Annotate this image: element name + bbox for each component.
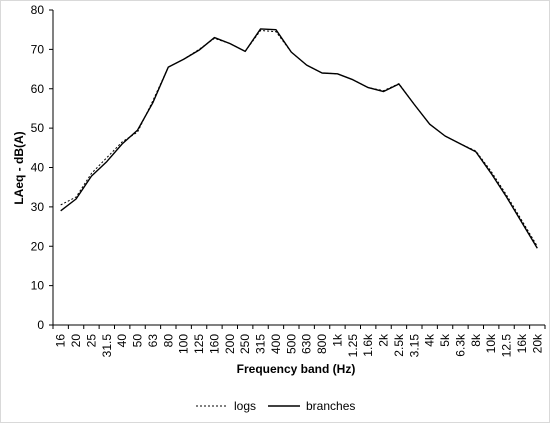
x-tick-label: 1.25 [346, 334, 360, 358]
x-tick-label: 500 [284, 334, 298, 354]
x-axis-title: Frequency band (Hz) [237, 362, 356, 376]
x-tick-label: 10k [484, 333, 498, 353]
x-tick-label: 31.5 [100, 334, 114, 358]
x-tick-label: 16 [54, 334, 68, 348]
x-tick-label: 3.15 [407, 334, 421, 358]
y-tick-label: 20 [31, 239, 45, 253]
x-tick-label: 2k [377, 333, 391, 347]
x-tick-label: 5k [438, 333, 452, 347]
x-tick-label: 20 [69, 334, 83, 348]
x-tick-label: 6.3k [453, 333, 467, 357]
series-lines [60, 28, 538, 249]
x-axis-ticks: 16 20 25 31.5 40 50 63 80 100 125 160 200 250 315 400 5… [52, 325, 546, 358]
y-axis-title: LAeq - dB(A) [12, 131, 26, 204]
x-tick-label: 800 [315, 334, 329, 354]
x-tick-label: 2.5k [392, 333, 406, 357]
x-tick-label: 63 [146, 334, 160, 348]
y-tick-label: 30 [31, 200, 45, 214]
x-tick-label: 160 [207, 334, 221, 354]
y-tick-label: 70 [31, 42, 45, 56]
y-tick-label: 80 [31, 3, 45, 17]
x-tick-label: 125 [192, 334, 206, 354]
x-tick-label: 1k [330, 333, 344, 347]
y-tick-label: 0 [37, 318, 44, 332]
series-line-branches [60, 28, 538, 249]
series-line-logs [60, 29, 538, 247]
legend: logs branches [196, 399, 355, 413]
x-tick-label: 200 [223, 334, 237, 354]
y-axis-ticks: 0 10 20 30 40 50 60 70 80 [31, 3, 53, 332]
x-tick-label: 16k [515, 333, 529, 353]
x-tick-label: 250 [238, 334, 252, 354]
x-tick-label: 50 [131, 334, 145, 348]
axes [52, 10, 545, 326]
x-tick-label: 40 [115, 334, 129, 348]
x-tick-label: 315 [254, 334, 268, 354]
x-tick-label: 12.5 [500, 334, 514, 358]
x-tick-label: 400 [269, 334, 283, 354]
legend-label-logs: logs [234, 399, 256, 413]
x-tick-label: 8k [469, 333, 483, 347]
x-tick-label: 4k [423, 333, 437, 347]
y-tick-label: 50 [31, 121, 45, 135]
y-tick-label: 10 [31, 279, 45, 293]
x-tick-label: 20k [530, 333, 544, 353]
x-tick-label: 25 [84, 334, 98, 348]
x-tick-label: 100 [177, 334, 191, 354]
y-tick-label: 40 [31, 161, 45, 175]
legend-label-branches: branches [306, 399, 355, 413]
x-tick-label: 1.6k [361, 333, 375, 357]
x-tick-label: 630 [300, 334, 314, 354]
x-tick-label: 80 [161, 334, 175, 348]
y-tick-label: 60 [31, 82, 45, 96]
